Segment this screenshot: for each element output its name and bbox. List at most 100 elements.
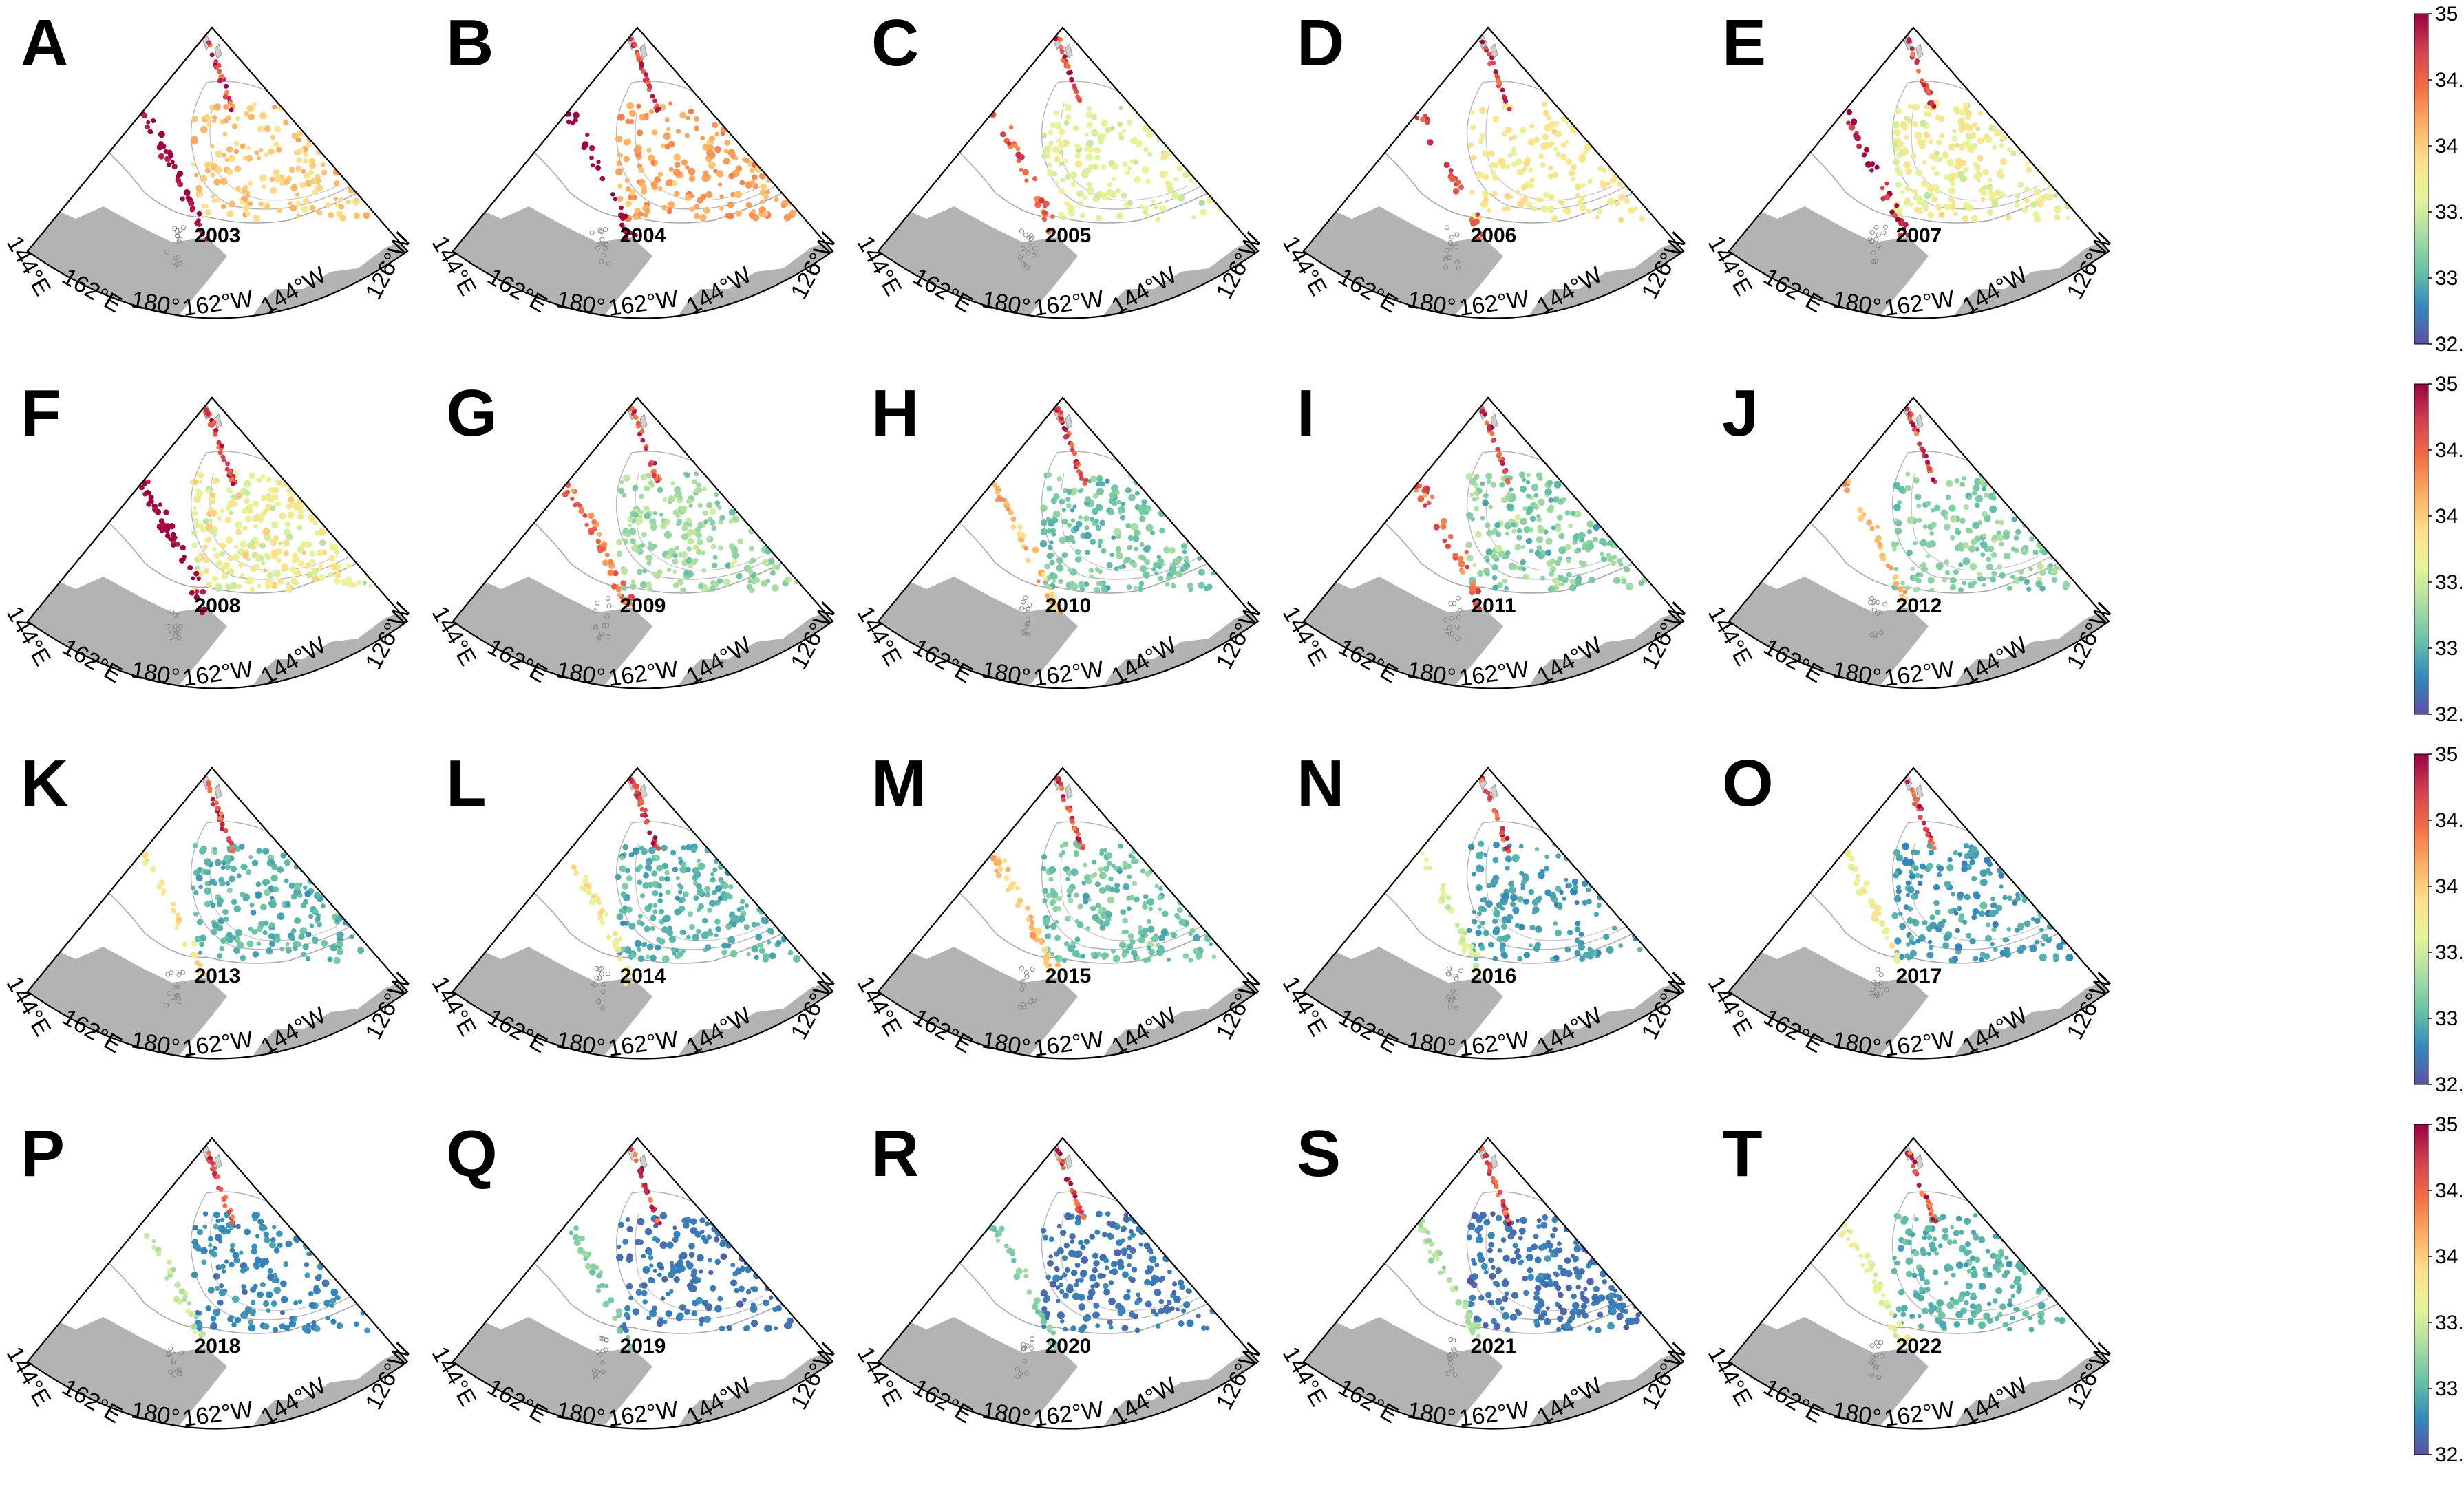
salinity-point xyxy=(1770,36,1777,44)
salinity-point xyxy=(674,908,681,916)
salinity-point xyxy=(1072,83,1077,89)
salinity-point xyxy=(736,120,743,128)
salinity-point xyxy=(244,211,251,217)
salinity-point xyxy=(109,440,116,447)
salinity-point xyxy=(361,526,367,532)
salinity-point xyxy=(1910,52,1915,57)
salinity-point xyxy=(2010,150,2017,157)
empty-station-marker xyxy=(602,981,606,987)
salinity-point xyxy=(663,132,671,140)
salinity-point xyxy=(1180,477,1186,482)
empty-station-marker xyxy=(1448,241,1454,246)
salinity-point xyxy=(308,169,315,175)
salinity-point xyxy=(763,211,769,217)
salinity-point xyxy=(1440,523,1447,530)
salinity-point xyxy=(753,847,760,855)
salinity-point xyxy=(1041,133,1047,138)
salinity-point xyxy=(230,481,235,486)
salinity-point xyxy=(351,910,357,916)
salinity-point xyxy=(1196,491,1202,497)
map-frame xyxy=(452,396,834,689)
salinity-point xyxy=(73,784,79,790)
salinity-point xyxy=(1898,596,1905,603)
empty-station-marker xyxy=(604,614,610,619)
salinity-point xyxy=(758,947,765,954)
salinity-point xyxy=(1076,190,1084,198)
salinity-point xyxy=(789,485,796,493)
salinity-point xyxy=(686,116,691,121)
salinity-point xyxy=(1789,50,1797,57)
salinity-point xyxy=(924,45,931,52)
salinity-point xyxy=(1508,153,1513,158)
salinity-point xyxy=(1171,932,1177,939)
empty-station-marker xyxy=(176,612,181,618)
salinity-point xyxy=(963,76,970,83)
salinity-point xyxy=(1185,892,1191,899)
salinity-point xyxy=(1032,176,1038,182)
salinity-point xyxy=(1586,528,1593,535)
salinity-point xyxy=(260,474,266,480)
salinity-point xyxy=(762,917,769,925)
salinity-point xyxy=(697,503,703,508)
salinity-point xyxy=(1578,560,1584,565)
empty-station-marker xyxy=(604,623,610,628)
salinity-point xyxy=(352,903,358,910)
salinity-point xyxy=(1631,547,1637,554)
salinity-point xyxy=(220,508,224,513)
salinity-point xyxy=(597,910,604,917)
salinity-point xyxy=(312,569,318,576)
empty-station-marker xyxy=(1025,632,1030,637)
salinity-point xyxy=(623,213,628,219)
salinity-point xyxy=(964,447,969,453)
salinity-point xyxy=(2015,193,2021,199)
empty-station-marker xyxy=(175,984,180,989)
salinity-point xyxy=(1626,502,1631,506)
salinity-point xyxy=(639,63,644,68)
salinity-point xyxy=(674,545,679,550)
salinity-point xyxy=(204,167,211,173)
salinity-point xyxy=(1495,447,1500,452)
salinity-point xyxy=(1054,181,1059,186)
salinity-point xyxy=(217,816,223,821)
salinity-point xyxy=(2035,580,2043,588)
salinity-point xyxy=(1619,528,1626,535)
salinity-point xyxy=(1023,546,1029,551)
salinity-point xyxy=(1626,583,1633,590)
salinity-point xyxy=(274,502,279,506)
salinity-point xyxy=(109,441,115,447)
salinity-point xyxy=(757,942,763,948)
salinity-point xyxy=(1929,531,1934,536)
empty-station-marker xyxy=(600,1006,606,1011)
salinity-point xyxy=(1077,488,1083,493)
salinity-point xyxy=(1176,471,1182,477)
salinity-point xyxy=(642,882,650,889)
salinity-point xyxy=(1143,147,1149,153)
salinity-point xyxy=(518,797,524,802)
salinity-point xyxy=(652,909,658,914)
salinity-point xyxy=(1880,186,1885,191)
salinity-point xyxy=(242,508,247,513)
salinity-point xyxy=(198,193,202,198)
salinity-point xyxy=(787,475,794,481)
empty-station-marker xyxy=(1455,636,1461,641)
salinity-point xyxy=(502,791,507,796)
empty-station-marker xyxy=(164,249,170,255)
salinity-point xyxy=(103,65,109,72)
salinity-point xyxy=(758,128,764,133)
salinity-point xyxy=(1935,204,1942,211)
salinity-point xyxy=(290,184,298,192)
salinity-point xyxy=(794,564,800,571)
salinity-point xyxy=(1940,509,1948,517)
salinity-point xyxy=(1177,892,1185,900)
salinity-point xyxy=(363,495,369,501)
salinity-point xyxy=(2024,118,2032,127)
salinity-point xyxy=(503,785,509,791)
salinity-point xyxy=(295,111,301,117)
salinity-point xyxy=(1469,478,1477,486)
salinity-point xyxy=(219,443,224,449)
salinity-point xyxy=(1469,109,1475,114)
salinity-point xyxy=(334,578,341,585)
salinity-point xyxy=(364,478,371,484)
salinity-point xyxy=(96,438,102,444)
salinity-point xyxy=(1597,208,1603,215)
